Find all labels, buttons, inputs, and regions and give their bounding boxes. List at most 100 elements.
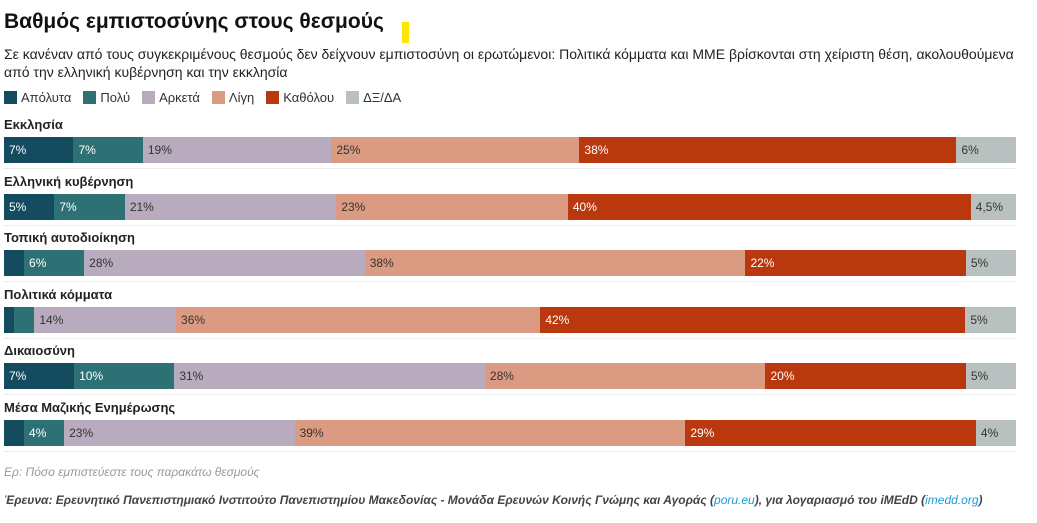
legend-item: ΔΞ/ΔΑ — [346, 90, 401, 105]
legend-swatch — [4, 91, 17, 104]
legend-label: Πολύ — [100, 90, 131, 105]
source-prefix: Έρευνα: Ερευνητικό Πανεπιστημιακό Ινστιτ… — [4, 493, 715, 507]
chart-subtitle: Σε κανέναν από τους συγκεκριμένους θεσμο… — [4, 46, 1014, 80]
legend-swatch — [346, 91, 360, 104]
stacked-bar: 7% 10% 31% 28% 20% 5% — [4, 363, 1016, 389]
data-label: 5% — [970, 369, 989, 383]
data-label: 23% — [341, 199, 366, 214]
data-label: 22% — [750, 256, 775, 270]
bar-segment — [4, 419, 25, 446]
data-label: 7% — [59, 199, 77, 214]
bar-segment: 28% — [484, 363, 766, 389]
category-label: Ελληνική κυβέρνηση — [4, 173, 134, 189]
legend-label: Καθόλου — [283, 90, 335, 105]
data-label: 36% — [181, 312, 206, 327]
legend-swatch — [83, 91, 97, 104]
data-label: 20% — [770, 369, 795, 383]
data-label: 5% — [970, 256, 989, 270]
data-label: 10% — [79, 369, 104, 383]
category-label: Δικαιοσύνη — [4, 343, 75, 358]
bar-segment — [4, 250, 25, 276]
bar-segment: 4% — [975, 419, 1016, 446]
bar-segment: 31% — [174, 363, 485, 389]
data-label: 4% — [980, 425, 999, 440]
data-label: 19% — [147, 143, 172, 157]
data-label: 39% — [299, 425, 324, 440]
data-label: 7% — [78, 143, 96, 157]
bar-row: Πολιτικά κόμματα 14% 36% 42% 5% — [4, 286, 1016, 333]
bar-segment: 4,5% — [970, 193, 1016, 220]
legend-swatch — [266, 91, 280, 104]
legend-swatch — [211, 91, 225, 104]
legend-item: Καθόλου — [266, 90, 334, 105]
category-label: Πολιτικά κόμματα — [4, 286, 113, 302]
data-label: 28% — [489, 369, 514, 383]
accent-mark — [402, 22, 409, 43]
bar-segment: 21% — [124, 193, 337, 220]
row-divider — [4, 394, 1016, 395]
category-label: Τοπική αυτοδιοίκηση — [4, 230, 135, 245]
data-label: 5% — [970, 312, 988, 327]
bar-segment: 7% — [54, 193, 125, 220]
source-note: Έρευνα: Ερευνητικό Πανεπιστημιακό Ινστιτ… — [4, 493, 983, 507]
stacked-bar: 4% 23% 39% 29% 4% — [4, 419, 1016, 446]
category-label: Μέσα Μαζικής Ενημέρωσης — [4, 399, 176, 415]
bar-segment: 39% — [294, 419, 686, 446]
data-label: 40% — [572, 199, 597, 214]
legend-label: Αρκετά — [159, 90, 200, 105]
legend-item: Απόλυτα — [4, 90, 71, 105]
stacked-bar: 7% 7% 19% 25% 38% 6% — [4, 137, 1016, 163]
bar-segment: 40% — [567, 193, 971, 220]
legend: Απόλυτα Πολύ Αρκετά Λίγη Καθόλου ΔΞ/ΔΑ — [4, 90, 401, 105]
data-label: 7% — [9, 369, 27, 383]
data-label: 38% — [584, 143, 609, 157]
legend-item: Πολύ — [83, 90, 130, 105]
data-label: 14% — [39, 312, 64, 327]
row-divider — [4, 337, 1016, 339]
legend-label: Λίγη — [228, 90, 255, 105]
chart-title: Βαθμός εμπιστοσύνης στους θεσμούς — [4, 10, 384, 33]
bar-segment: 29% — [685, 419, 976, 446]
bar-row: Δικαιοσύνη 7% 10% 31% 28% 20% 5% — [4, 344, 1016, 389]
bar-segment: 38% — [364, 250, 746, 276]
legend-item: Λίγη — [211, 90, 255, 105]
data-label: 4,5% — [975, 199, 1004, 214]
data-label: 29% — [690, 425, 715, 440]
stacked-bar: 5% 7% 21% 23% 40% 4,5% — [4, 193, 1016, 220]
row-divider — [4, 168, 1016, 169]
bar-segment: 7% — [4, 363, 75, 389]
bar-segment: 4% — [24, 419, 65, 446]
bar-row: Εκκλησία 7% 7% 19% 25% 38% 6% — [4, 118, 1016, 163]
row-divider — [4, 224, 1016, 226]
bar-segment: 42% — [540, 306, 966, 333]
bar-segment: 7% — [4, 137, 74, 163]
bar-segment: 23% — [64, 419, 295, 446]
bar-segment — [4, 306, 15, 333]
data-label: 31% — [179, 369, 204, 383]
data-label: 6% — [29, 256, 47, 270]
data-label: 21% — [129, 199, 154, 214]
source-suffix: ) — [978, 493, 983, 507]
data-label: 28% — [89, 256, 114, 270]
legend-item: Αρκετά — [142, 90, 200, 105]
bar-segment: 5% — [965, 306, 1016, 333]
data-label: 5% — [9, 199, 27, 214]
data-label: 7% — [9, 143, 27, 157]
bar-segment: 38% — [579, 137, 957, 163]
data-label: 25% — [336, 143, 361, 157]
legend-swatch — [142, 91, 156, 104]
bar-row: Ελληνική κυβέρνηση 5% 7% 21% 23% 40% 4,5% — [4, 173, 1016, 220]
question-note: Ερ: Πόσο εμπιστεύεστε τους παρακάτω θεσμ… — [4, 465, 260, 479]
imedd-link[interactable]: imedd.org — [925, 493, 979, 507]
source-middle: ), για λογαριασμό του iMEdD ( — [754, 493, 926, 507]
bar-segment: 7% — [73, 137, 143, 163]
bar-segment: 36% — [176, 306, 541, 333]
bar-row: Τοπική αυτοδιοίκηση 6% 28% 38% 22% 5% — [4, 231, 1016, 276]
data-label: 4% — [29, 425, 47, 440]
bar-segment: 5% — [965, 250, 1016, 276]
bar-segment: 28% — [84, 250, 365, 276]
poru-link[interactable]: poru.eu — [714, 493, 755, 507]
data-label: 38% — [369, 256, 394, 270]
data-label: 6% — [961, 143, 979, 157]
